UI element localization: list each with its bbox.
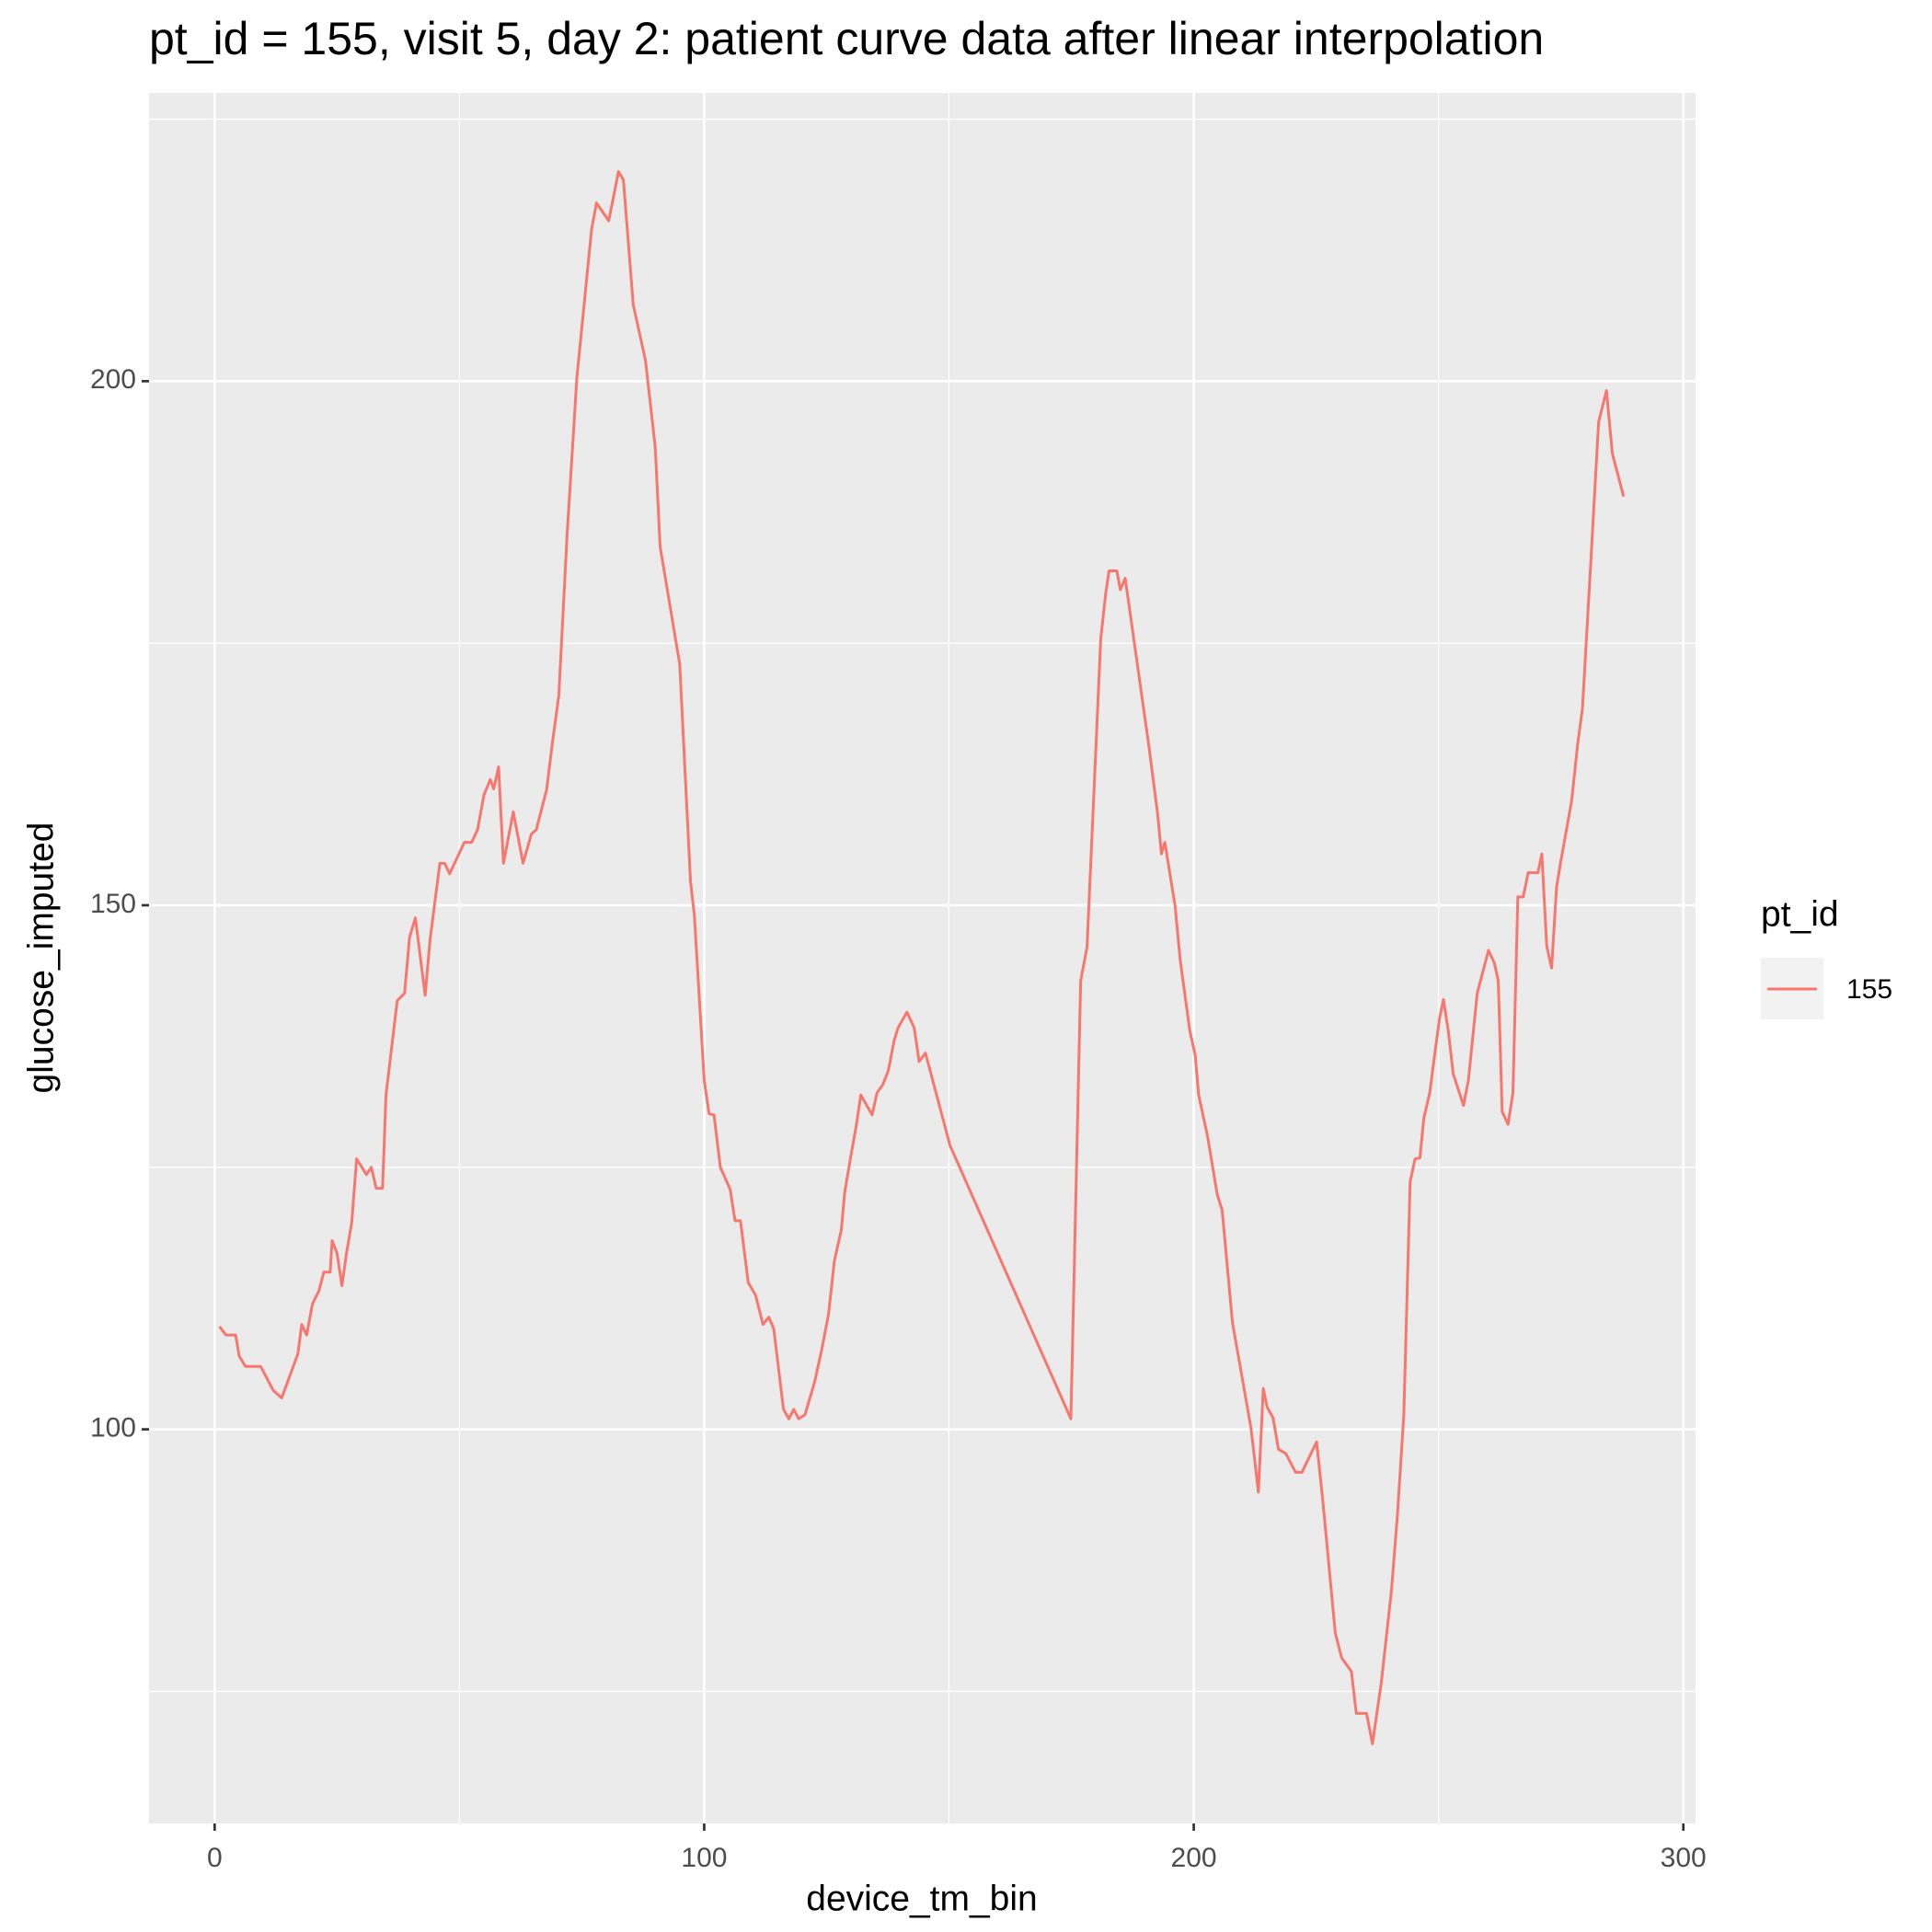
x-tick-label: 100 (681, 1843, 727, 1873)
y-tick-label: 100 (90, 1413, 136, 1443)
x-tick-label: 0 (207, 1843, 223, 1873)
x-tick-label: 200 (1171, 1843, 1217, 1873)
data-line (218, 169, 1626, 1745)
x-tick-label: 300 (1661, 1843, 1707, 1873)
legend-label: 155 (1846, 974, 1892, 1005)
y-tick-label: 150 (90, 889, 136, 919)
plot-panel (149, 93, 1696, 1823)
legend-title: pt_id (1761, 894, 1839, 934)
x-axis-label: device_tm_bin (806, 1879, 1037, 1918)
chart-title: pt_id = 155, visit 5, day 2: patient cur… (149, 13, 1544, 64)
y-axis-label: glucose_imputed (21, 822, 61, 1094)
y-tick-label: 200 (90, 364, 136, 395)
